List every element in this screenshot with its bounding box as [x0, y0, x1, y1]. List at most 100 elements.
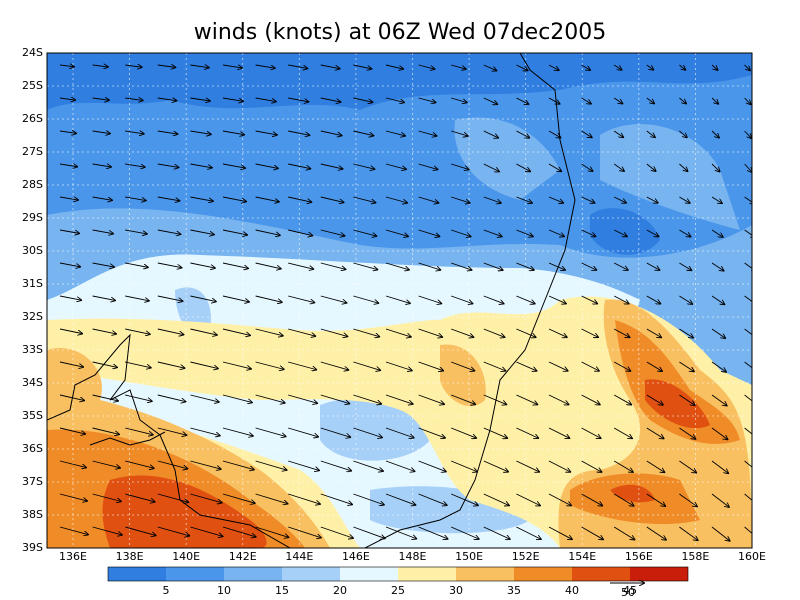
wind-arrow — [418, 130, 438, 136]
wind-arrow — [679, 361, 694, 372]
wind-arrow — [679, 229, 691, 237]
lat-label: 34S — [22, 376, 43, 389]
wind-arrow — [190, 493, 222, 503]
wind-arrow — [483, 262, 504, 270]
wind-arrow — [255, 394, 286, 403]
wind-arrow — [288, 526, 322, 538]
wind-arrow — [92, 361, 118, 368]
lat-label: 39S — [22, 541, 43, 554]
colorbar-box — [398, 567, 456, 581]
wind-arrow — [451, 328, 474, 337]
wind-arrow — [613, 328, 630, 338]
wind-arrow — [222, 361, 252, 369]
wind-arrow — [418, 460, 447, 472]
wind-arrow — [190, 328, 217, 335]
wind-arrow — [483, 196, 502, 203]
wind-arrow — [451, 64, 466, 69]
wind-arrow — [59, 493, 88, 501]
wind-arrow — [516, 526, 541, 540]
wind-arrow — [59, 460, 87, 468]
wind-arrow — [353, 328, 380, 337]
wind-arrow — [385, 328, 412, 337]
wind-arrow — [483, 460, 509, 472]
wind-arrow — [288, 295, 315, 303]
wind-arrow — [418, 163, 439, 170]
wind-arrow — [59, 262, 81, 267]
lon-label: 146E — [342, 550, 370, 563]
wind-arrow — [646, 130, 656, 138]
wind-arrow — [548, 97, 560, 104]
wind-arrow — [157, 163, 180, 168]
wind-arrow — [222, 262, 249, 269]
wind-arrow — [255, 163, 279, 169]
wind-arrow — [222, 460, 255, 470]
wind-arrow — [353, 394, 382, 404]
wind-arrow — [353, 493, 384, 505]
wind-arrow — [255, 64, 276, 68]
wind-arrow — [516, 229, 533, 237]
wind-arrow — [190, 295, 216, 302]
wind-arrow — [646, 64, 654, 70]
wind-arrow — [385, 361, 413, 371]
wind-arrow — [548, 427, 570, 439]
wind-arrow — [59, 394, 85, 401]
wind-arrow — [222, 526, 257, 537]
wind-arrow — [516, 262, 534, 270]
wind-arrow — [385, 493, 416, 505]
contour-fill — [600, 123, 740, 230]
wind-arrow — [516, 460, 540, 472]
wind-arrow — [353, 295, 379, 303]
wind-arrow — [59, 229, 80, 234]
colorbar-label: 15 — [275, 584, 289, 597]
wind-arrow — [679, 130, 687, 138]
wind-arrow — [157, 427, 187, 435]
wind-arrow — [516, 394, 538, 405]
wind-arrow — [516, 196, 532, 203]
wind-arrow — [483, 328, 506, 338]
wind-arrow — [190, 460, 221, 469]
lat-label: 24S — [22, 46, 43, 59]
wind-arrow — [320, 196, 345, 203]
wind-arrow — [744, 97, 752, 105]
coastline — [89, 431, 166, 446]
wind-arrow — [418, 394, 445, 405]
wind-arrow — [320, 460, 352, 471]
wind-arrow — [679, 295, 693, 304]
wind-arrow — [613, 97, 623, 104]
wind-arrow — [516, 361, 537, 371]
wind-arrow — [613, 229, 627, 237]
wind-arrow — [190, 97, 210, 101]
wind-arrow — [744, 262, 752, 272]
wind-arrow — [255, 295, 283, 302]
wind-arrow — [418, 64, 436, 69]
wind-arrow — [190, 65, 209, 68]
wind-arrow — [711, 427, 728, 440]
wind-arrow — [92, 229, 114, 234]
wind-arrow — [222, 65, 243, 68]
wind-arrow — [190, 262, 215, 268]
wind-arrow — [744, 427, 752, 435]
wind-arrow — [744, 130, 752, 139]
wind-arrow — [613, 460, 633, 472]
wind-arrow — [92, 394, 119, 401]
wind-arrow — [711, 526, 730, 541]
lon-label: 148E — [399, 550, 427, 563]
wind-arrow — [483, 130, 499, 138]
wind-arrow — [516, 163, 530, 172]
wind-arrow — [92, 196, 113, 200]
wind-arrow — [679, 97, 686, 104]
wind-arrow — [385, 196, 408, 203]
wind-arrow — [646, 361, 663, 372]
wind-arrow — [385, 64, 404, 69]
colorbar-box — [514, 567, 572, 581]
wind-arrow — [255, 196, 280, 202]
wind-arrow — [255, 493, 289, 504]
wind-arrow — [320, 526, 354, 538]
wind-arrow — [711, 196, 723, 204]
wind-arrow — [125, 196, 147, 201]
wind-arrow — [385, 163, 407, 170]
wind-arrow — [581, 229, 597, 237]
wind-arrow — [614, 196, 627, 203]
wind-arrow — [222, 97, 244, 101]
wind-arrow — [679, 394, 695, 406]
